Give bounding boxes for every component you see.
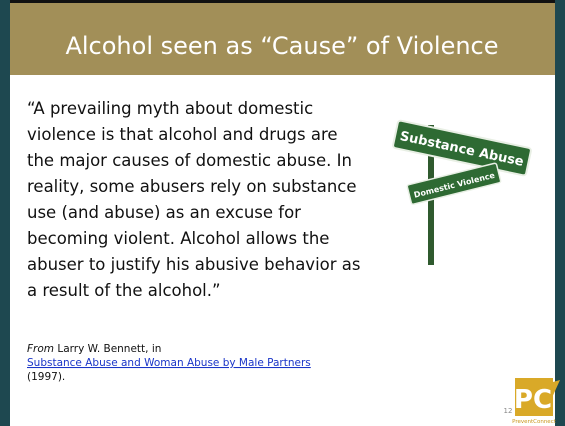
right-bar bbox=[555, 0, 565, 426]
top-border bbox=[0, 0, 565, 3]
quote-line: abuser to justify his abusive behavior a… bbox=[27, 255, 361, 274]
quote: “A prevailing myth about domestic violen… bbox=[27, 99, 366, 300]
quote-line: “A prevailing myth about domestic bbox=[27, 99, 313, 118]
citation-author: From Larry W. Bennett, in bbox=[27, 343, 161, 355]
citation-name: Larry W. Bennett, in bbox=[54, 343, 161, 355]
quote-line: a result of the alcohol.” bbox=[27, 281, 221, 300]
title: Alcohol seen as “Cause” of Violence bbox=[65, 32, 498, 60]
logo: PC PreventConnect bbox=[512, 378, 560, 425]
left-bar bbox=[0, 0, 10, 426]
quote-line: the major causes of domestic abuse. In bbox=[27, 151, 352, 170]
citation-year: (1997). bbox=[27, 371, 65, 383]
logo-name: PreventConnect bbox=[512, 419, 557, 425]
sign-bottom bbox=[406, 162, 502, 205]
logo-mark: PC bbox=[514, 385, 552, 415]
slide-number: 12 bbox=[504, 407, 513, 415]
quote-line: becoming violent. Alcohol allows the bbox=[27, 229, 329, 248]
citation-link[interactable]: Substance Abuse and Woman Abuse by Male … bbox=[27, 357, 311, 369]
citation-from: From bbox=[27, 343, 54, 355]
sign-top bbox=[392, 119, 532, 177]
title-band bbox=[10, 3, 555, 75]
quote-line: use (and abuse) as an excuse for bbox=[27, 203, 301, 222]
logo-check bbox=[546, 380, 560, 402]
quote-line: violence is that alcohol and drugs are bbox=[27, 125, 338, 144]
quote-line: reality, some abusers rely on substance bbox=[27, 177, 357, 196]
